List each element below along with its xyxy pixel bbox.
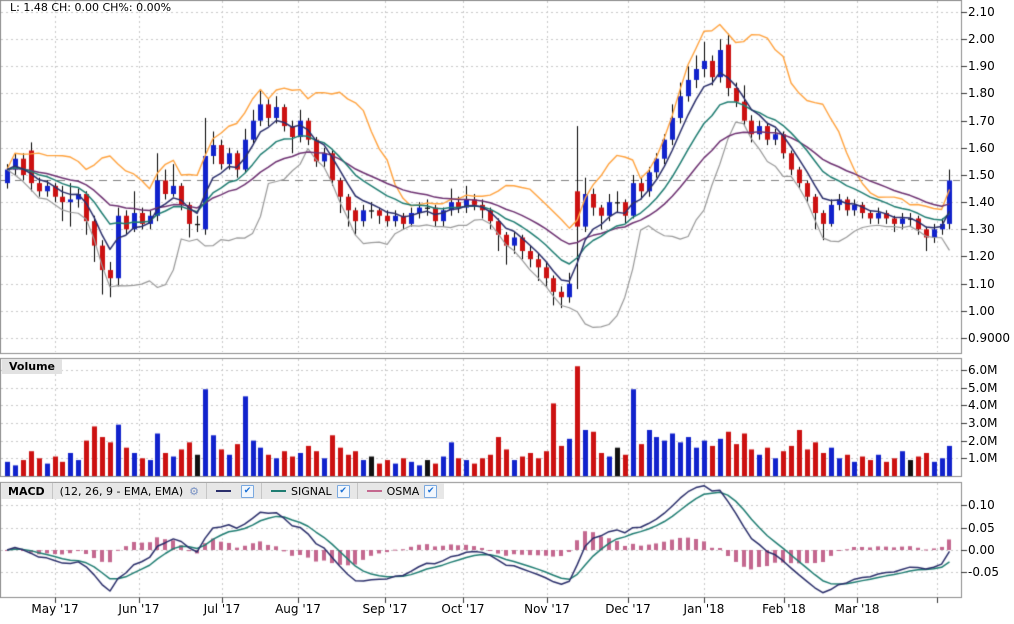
macd-axis-tick: 0.10 xyxy=(968,498,995,512)
price-axis-tick: 1.40 xyxy=(968,195,995,209)
quote-line: L: 1.48 CH: 0.00 CH%: 0.00% xyxy=(10,1,172,14)
macd-panel-title: MACD xyxy=(8,484,45,498)
x-axis-month-label: Nov '17 xyxy=(524,602,570,616)
x-axis-month-label: Oct '17 xyxy=(441,602,485,616)
x-axis-month-label: Feb '18 xyxy=(762,602,806,616)
x-axis-month-label: Sep '17 xyxy=(362,602,408,616)
volume-axis-tick: 5.0M xyxy=(968,381,998,395)
price-axis-tick: 1.50 xyxy=(968,168,995,182)
macd-line-swatch xyxy=(216,490,231,492)
price-axis-tick: 2.10 xyxy=(968,5,995,19)
settings-gear-icon[interactable]: ⚙ xyxy=(189,484,199,498)
price-axis-tick: 0.9000 xyxy=(968,331,1010,345)
price-axis-tick: 1.70 xyxy=(968,114,995,128)
x-axis-month-label: Mar '18 xyxy=(834,602,880,616)
x-axis-month-label: Dec '17 xyxy=(605,602,651,616)
price-axis-tick: 1.30 xyxy=(968,222,995,236)
volume-axis-tick: 1.0M xyxy=(968,451,998,465)
price-axis-tick: 1.90 xyxy=(968,59,995,73)
macd-axis-tick: -0.05 xyxy=(968,565,1000,579)
macd-axis-tick: 0.05 xyxy=(968,521,995,535)
osma-swatch xyxy=(366,490,382,492)
macd-line-checkbox[interactable]: ✔ xyxy=(241,484,254,498)
volume-panel-title: Volume xyxy=(2,359,62,374)
volume-axis-tick: 2.0M xyxy=(968,434,998,448)
x-axis-month-label: May '17 xyxy=(31,602,79,616)
x-axis-month-label: Jul '17 xyxy=(203,602,241,616)
x-axis-month-label: Aug '17 xyxy=(275,602,321,616)
price-axis-tick: 2.00 xyxy=(968,32,995,46)
signal-line-swatch xyxy=(271,490,286,492)
macd-legend: MACD (12, 26, 9 - EMA, EMA) ⚙ ✔ SIGNAL ✔… xyxy=(1,483,445,499)
price-axis-tick: 1.60 xyxy=(968,141,995,155)
x-axis-month-label: Jan '18 xyxy=(683,602,725,616)
volume-axis-tick: 4.0M xyxy=(968,398,998,412)
osma-checkbox[interactable]: ✔ xyxy=(424,484,438,498)
x-axis-month-label: Jun '17 xyxy=(118,602,160,616)
macd-params-label: (12, 26, 9 - EMA, EMA) xyxy=(59,484,184,498)
osma-label: OSMA xyxy=(386,484,420,498)
signal-line-checkbox[interactable]: ✔ xyxy=(336,484,350,498)
volume-axis-tick: 6.0M xyxy=(968,363,998,377)
price-axis-tick: 1.20 xyxy=(968,249,995,263)
price-axis-tick: 1.10 xyxy=(968,277,995,291)
price-axis-tick: 1.80 xyxy=(968,86,995,100)
macd-axis-tick: 0.00 xyxy=(968,543,995,557)
signal-label: SIGNAL xyxy=(291,484,332,498)
price-axis-tick: 1.00 xyxy=(968,304,995,318)
volume-axis-tick: 3.0M xyxy=(968,416,998,430)
